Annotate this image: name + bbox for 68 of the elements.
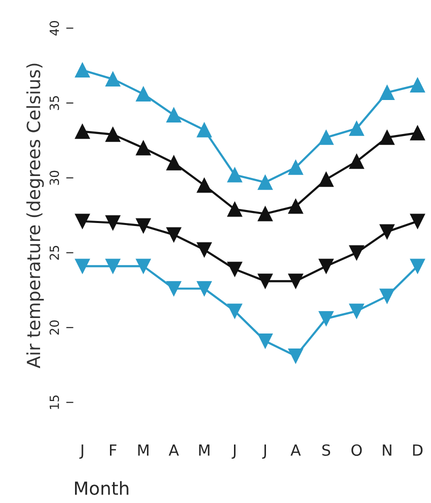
point (410, 258, 426, 274)
x-tick-label: N (382, 444, 392, 456)
point (349, 154, 364, 169)
point (74, 124, 90, 139)
point (74, 62, 90, 78)
y-tick-label: 30 (50, 170, 60, 185)
x-tick-label: J (262, 444, 266, 459)
x-tick-label: A (168, 444, 179, 456)
point (136, 218, 151, 234)
point (196, 178, 212, 193)
point (288, 198, 304, 214)
point (196, 281, 212, 296)
point (318, 172, 334, 187)
x-tick-label: M (138, 444, 148, 456)
point (166, 281, 182, 296)
point (258, 274, 273, 289)
x-tick-label: D (413, 444, 423, 456)
point (105, 126, 120, 142)
point (166, 227, 182, 242)
point (196, 122, 212, 138)
point (227, 304, 242, 319)
point (288, 348, 304, 364)
point (227, 202, 242, 217)
x-tick-label: M (199, 444, 210, 456)
point (410, 214, 426, 229)
x-axis-title: Month (75, 481, 128, 496)
y-tick-label: 35 (50, 96, 60, 110)
point (258, 174, 273, 190)
point (227, 167, 242, 182)
point (318, 258, 334, 274)
point (258, 334, 273, 348)
x-tick-label: F (110, 444, 116, 456)
y-tick-label: 25 (50, 246, 60, 260)
point (136, 258, 151, 274)
y-axis-title: Air temperature (degrees Celsius) (26, 64, 44, 368)
point (318, 130, 334, 145)
point (105, 215, 120, 230)
point (136, 140, 151, 156)
point (74, 214, 90, 229)
point (380, 224, 395, 240)
point (288, 160, 304, 175)
x-tick-label: A (290, 444, 301, 456)
point (349, 304, 364, 319)
x-tick-label: J (79, 444, 84, 459)
y-tick-label: 15 (50, 396, 60, 409)
point (166, 108, 182, 122)
x-tick-label: J (232, 444, 236, 459)
point (196, 242, 212, 258)
point (380, 288, 395, 304)
point (258, 206, 273, 222)
point (105, 72, 120, 87)
y-tick-label: 20 (50, 320, 60, 335)
point (410, 78, 426, 93)
point (227, 262, 242, 277)
point (349, 245, 364, 260)
point (105, 258, 120, 274)
point (136, 86, 151, 102)
y-tick-label: 40 (50, 21, 60, 36)
point (380, 85, 395, 100)
point (166, 155, 182, 170)
point (318, 311, 334, 326)
point (74, 258, 90, 274)
point (410, 125, 426, 140)
x-tick-label: O (351, 444, 362, 456)
point (288, 274, 304, 289)
point (380, 130, 395, 145)
x-tick-label: S (322, 444, 330, 456)
point (349, 121, 364, 136)
